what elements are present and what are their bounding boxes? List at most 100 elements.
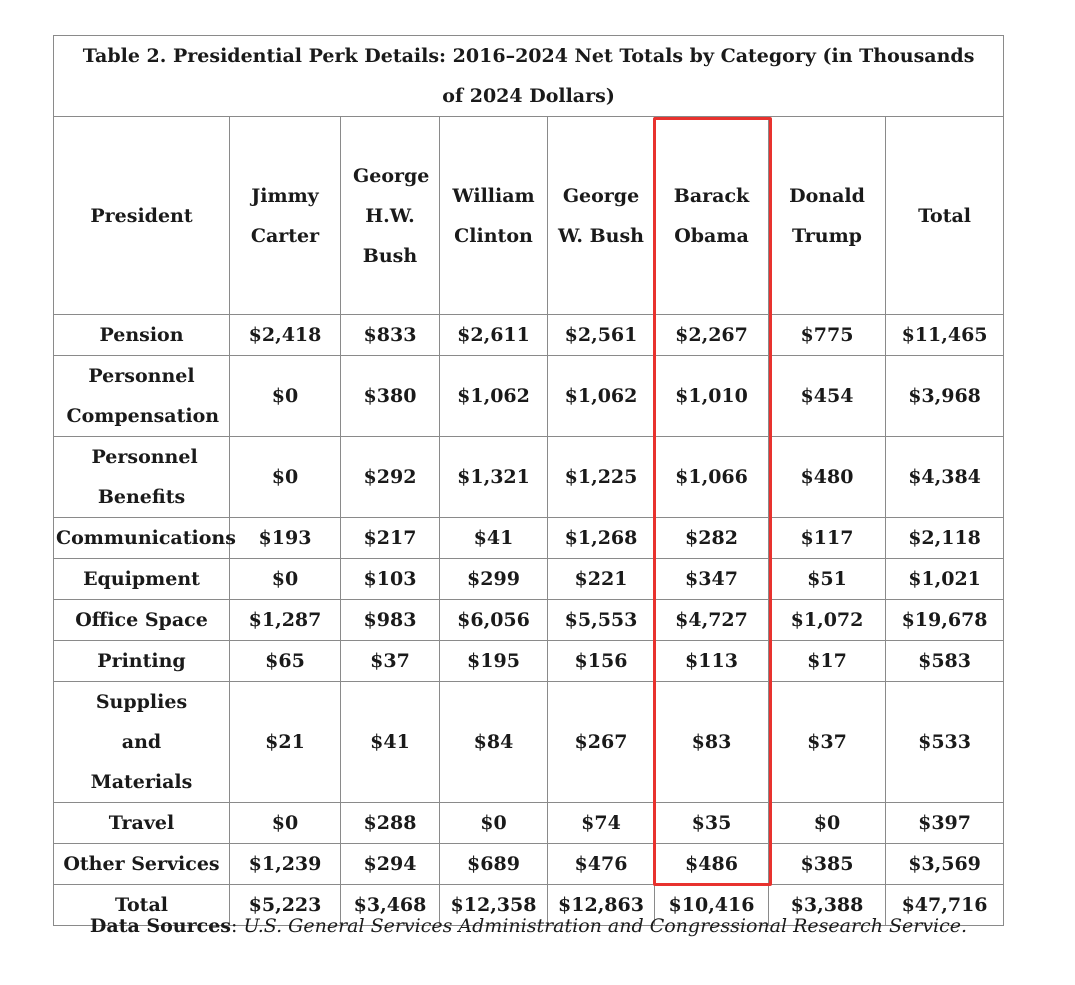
table-cell: $21 xyxy=(229,681,341,803)
table-cell: $347 xyxy=(654,558,769,600)
table-cell: $282 xyxy=(654,517,769,559)
table-row: Personnel Compensation $0 $380 $1,062 $1,062… xyxy=(53,355,1005,437)
table-cell: $267 xyxy=(547,681,655,803)
table-cell: $156 xyxy=(547,640,655,682)
table-cell: $3,388 xyxy=(768,884,886,926)
table-cell: $0 xyxy=(229,436,341,518)
table-row: Personnel Benefits $0 $292 $1,321 $1,225 $1,0… xyxy=(53,436,1005,518)
table-cell: $37 xyxy=(768,681,886,803)
table-cell: $1,321 xyxy=(439,436,548,518)
table-cell: $2,611 xyxy=(439,314,548,356)
row-label: Total xyxy=(53,884,230,926)
table-cell: $292 xyxy=(340,436,440,518)
table-cell: $74 xyxy=(547,802,655,844)
column-header: Barack Obama xyxy=(654,116,769,315)
table-row: Travel $0 $288 $0 $74 $35 $0 $397 xyxy=(53,802,1005,844)
table-cell: $51 xyxy=(768,558,886,600)
table-cell: $480 xyxy=(768,436,886,518)
table-row: Total $5,223 $3,468 $12,358 $12,863 $10,416 $3… xyxy=(53,884,1005,926)
table-cell: $983 xyxy=(340,599,440,641)
table-cell: $1,287 xyxy=(229,599,341,641)
row-label: Travel xyxy=(53,802,230,844)
table-cell: $2,267 xyxy=(654,314,769,356)
table-cell: $65 xyxy=(229,640,341,682)
table-cell: $221 xyxy=(547,558,655,600)
table-cell: $476 xyxy=(547,843,655,885)
table-row: Equipment $0 $103 $299 $221 $347 $51 $1,021 xyxy=(53,558,1005,600)
table-cell: $1,062 xyxy=(547,355,655,437)
table-cell: $4,384 xyxy=(884,436,1005,518)
row-label: Pension xyxy=(53,314,230,356)
table-row: Communications $193 $217 $41 $1,268 $282 $117 $… xyxy=(53,517,1005,559)
table-cell: $1,268 xyxy=(547,517,655,559)
table-cell: $6,056 xyxy=(439,599,548,641)
table-cell: $1,062 xyxy=(439,355,548,437)
table-cell: $12,358 xyxy=(439,884,548,926)
row-label: Communications xyxy=(53,517,236,559)
row-label: Personnel Benefits xyxy=(53,436,230,518)
table-cell: $1,239 xyxy=(229,843,341,885)
table-cell: $299 xyxy=(439,558,548,600)
table-cell: $41 xyxy=(340,681,440,803)
sources-label: Data Sources xyxy=(89,915,231,937)
header-row: President Jimmy Carter George H.W. Bush … xyxy=(53,116,1005,315)
sources-text: U.S. General Services Administration and… xyxy=(243,915,968,937)
table-row: Office Space $1,287 $983 $6,056 $5,553 $4,727… xyxy=(53,599,1005,641)
table-cell: $37 xyxy=(340,640,440,682)
column-header: George H.W. Bush xyxy=(340,116,440,315)
table-cell: $385 xyxy=(768,843,886,885)
column-header: President xyxy=(53,116,230,315)
column-header: George W. Bush xyxy=(547,116,655,315)
table-cell: $113 xyxy=(654,640,769,682)
table-cell: $3,569 xyxy=(884,843,1005,885)
table-cell: $380 xyxy=(340,355,440,437)
row-label: Printing xyxy=(53,640,230,682)
table-cell: $1,072 xyxy=(768,599,886,641)
table-cell: $288 xyxy=(340,802,440,844)
table-cell: $1,225 xyxy=(547,436,655,518)
table-body: Pension $2,418 $833 $2,611 $2,561 $2,267 $775 $… xyxy=(53,314,1005,926)
row-label: Personnel Compensation xyxy=(53,355,230,437)
table-cell: $47,716 xyxy=(884,884,1005,926)
table-cell: $41 xyxy=(439,517,548,559)
table-cell: $103 xyxy=(340,558,440,600)
table-cell: $11,465 xyxy=(884,314,1005,356)
table-cell: $5,553 xyxy=(547,599,655,641)
table-cell: $583 xyxy=(884,640,1005,682)
table-cell: $5,223 xyxy=(229,884,341,926)
table-row: Pension $2,418 $833 $2,611 $2,561 $2,267 $775 $… xyxy=(53,314,1005,356)
table-cell: $83 xyxy=(654,681,769,803)
table-cell: $193 xyxy=(229,517,341,559)
table-container: Table 2. Presidential Perk Details: 2016… xyxy=(52,35,1005,926)
table-cell: $0 xyxy=(229,355,341,437)
table-cell: $195 xyxy=(439,640,548,682)
table-title: Table 2. Presidential Perk Details: 2016… xyxy=(52,35,1005,117)
table-cell: $689 xyxy=(439,843,548,885)
row-label: Office Space xyxy=(53,599,230,641)
table-row: Other Services $1,239 $294 $689 $476 $486 $385… xyxy=(53,843,1005,885)
table-cell: $4,727 xyxy=(654,599,769,641)
column-header: Total xyxy=(884,116,1005,315)
data-sources: Data Sources: U.S. General Services Admi… xyxy=(89,915,968,937)
column-header: William Clinton xyxy=(439,116,548,315)
table-cell: $486 xyxy=(654,843,769,885)
column-header: Donald Trump xyxy=(768,116,886,315)
table-cell: $2,561 xyxy=(547,314,655,356)
table-cell: $19,678 xyxy=(884,599,1005,641)
table-cell: $17 xyxy=(768,640,886,682)
table-cell: $1,010 xyxy=(654,355,769,437)
table-cell: $0 xyxy=(229,802,341,844)
table-cell: $1,066 xyxy=(654,436,769,518)
table-cell: $397 xyxy=(884,802,1005,844)
table-cell: $533 xyxy=(884,681,1005,803)
row-label: Supplies and Materials xyxy=(53,681,230,803)
table-cell: $454 xyxy=(768,355,886,437)
row-label: Other Services xyxy=(53,843,230,885)
table-cell: $0 xyxy=(229,558,341,600)
table-row: Supplies and Materials $21 $41 $84 $267 $83 $3… xyxy=(53,681,1005,803)
table-cell: $294 xyxy=(340,843,440,885)
table-cell: $1,021 xyxy=(884,558,1005,600)
table-cell: $0 xyxy=(768,802,886,844)
table-cell: $3,968 xyxy=(884,355,1005,437)
row-label: Equipment xyxy=(53,558,230,600)
